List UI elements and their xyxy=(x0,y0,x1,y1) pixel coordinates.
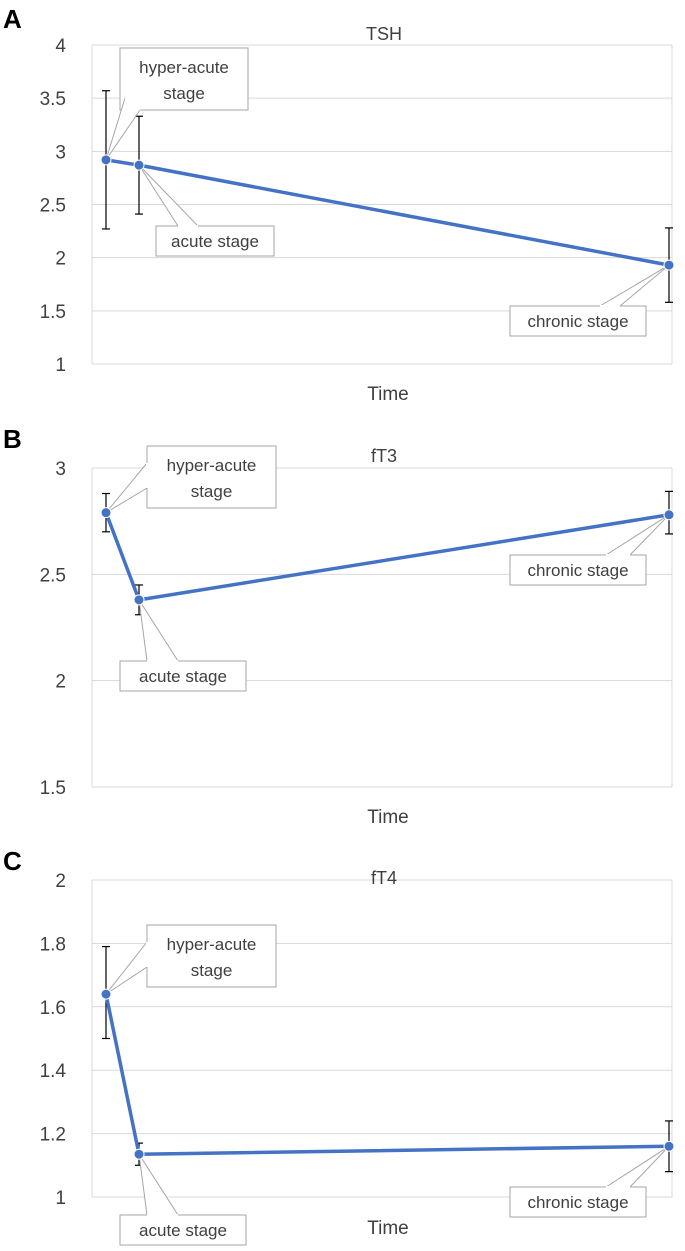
y-tick-label: 3 xyxy=(55,142,66,163)
callout-hyper-acute: hyper-acute stage xyxy=(105,445,277,514)
chart-title: fT3 xyxy=(371,446,397,466)
callout-chronic: chronic stage xyxy=(509,264,670,337)
callout-box xyxy=(146,924,277,988)
callout-leader xyxy=(105,461,148,514)
y-tick-label: 1.4 xyxy=(40,1061,67,1082)
panel-letter: A xyxy=(3,4,22,34)
y-tick-label: 1 xyxy=(55,1188,66,1209)
y-tick-label: 1.5 xyxy=(40,778,66,799)
callout-leader xyxy=(138,599,179,662)
chart-title: TSH xyxy=(366,24,402,44)
data-point xyxy=(663,509,675,521)
data-point xyxy=(133,594,145,606)
callout-leader-join xyxy=(124,97,141,111)
callout-acute: acute stage xyxy=(119,599,247,692)
x-axis-label: Time xyxy=(367,384,409,405)
callout-leader xyxy=(138,1153,179,1216)
panel-letter: C xyxy=(3,846,22,876)
callout-label: chronic stage xyxy=(527,561,628,580)
y-tick-label: 2 xyxy=(55,249,66,270)
callout-leader xyxy=(604,1145,670,1188)
y-tick-label: 4 xyxy=(55,36,66,57)
y-tick-label: 3.5 xyxy=(40,89,66,110)
y-tick-label: 1.6 xyxy=(40,998,66,1019)
callout-box xyxy=(119,1214,247,1246)
data-point xyxy=(133,1148,145,1160)
y-tick-label: 3 xyxy=(55,459,66,480)
y-tick-label: 2.5 xyxy=(40,565,66,586)
callout-hyper-acute: hyper-acute stage xyxy=(105,924,277,995)
chart-panel-a: A 1 1.5 2 2.5 3 3.5 4 TSH Time hyper-acute stage acu… xyxy=(3,4,675,405)
callout-label-line2: stage xyxy=(191,961,233,980)
series-line xyxy=(104,993,670,1156)
x-axis-label: Time xyxy=(367,807,409,828)
callout-label-line2: stage xyxy=(191,482,233,501)
callout-leader xyxy=(105,97,141,161)
callout-leader xyxy=(105,940,148,995)
chart-panel-b: B 1.5 2 2.5 3 fT3 Time hyper-acute stage acute st… xyxy=(3,424,675,828)
y-tick-label: 2 xyxy=(55,871,66,892)
callout-label: chronic stage xyxy=(527,312,628,331)
callout-box xyxy=(119,47,249,111)
callout-box xyxy=(509,554,647,586)
data-point xyxy=(100,154,112,166)
chart-panel-c: C 1 1.2 1.4 1.6 1.8 2 fT4 Time hyper-acute stage ac… xyxy=(3,846,675,1246)
callout-hyper-acute: hyper-acute stage xyxy=(105,47,249,161)
callout-chronic: chronic stage xyxy=(509,514,670,586)
y-tick-label: 1.5 xyxy=(40,302,66,323)
callout-label-line1: hyper-acute xyxy=(139,58,229,77)
callout-box xyxy=(155,225,275,257)
callout-label-line1: hyper-acute xyxy=(167,456,257,475)
y-tick-label: 1.2 xyxy=(40,1125,66,1146)
y-tick-label: 1 xyxy=(55,355,66,376)
y-tick-label: 2.5 xyxy=(40,196,66,217)
callout-leader xyxy=(598,264,670,307)
panel-letter: B xyxy=(3,424,22,454)
callout-label-line1: hyper-acute xyxy=(167,935,257,954)
callout-acute: acute stage xyxy=(138,164,275,257)
y-tick-label: 2 xyxy=(55,672,66,693)
data-point xyxy=(100,988,112,1000)
callout-acute: acute stage xyxy=(119,1153,247,1246)
x-axis-label: Time xyxy=(367,1218,409,1239)
callout-label: acute stage xyxy=(139,667,227,686)
data-point xyxy=(663,1140,675,1152)
callout-label-line2: stage xyxy=(163,84,205,103)
callout-box xyxy=(146,445,277,509)
callout-label: acute stage xyxy=(171,232,259,251)
callout-chronic: chronic stage xyxy=(509,1145,670,1218)
callout-label: chronic stage xyxy=(527,1193,628,1212)
callout-label: acute stage xyxy=(139,1221,227,1240)
data-point xyxy=(133,159,145,171)
data-point xyxy=(100,507,112,519)
callout-box xyxy=(509,1186,647,1218)
callout-box xyxy=(119,660,247,692)
y-tick-label: 1.8 xyxy=(40,934,66,955)
data-point xyxy=(663,259,675,271)
callout-box xyxy=(509,305,647,337)
chart-title: fT4 xyxy=(371,868,397,888)
